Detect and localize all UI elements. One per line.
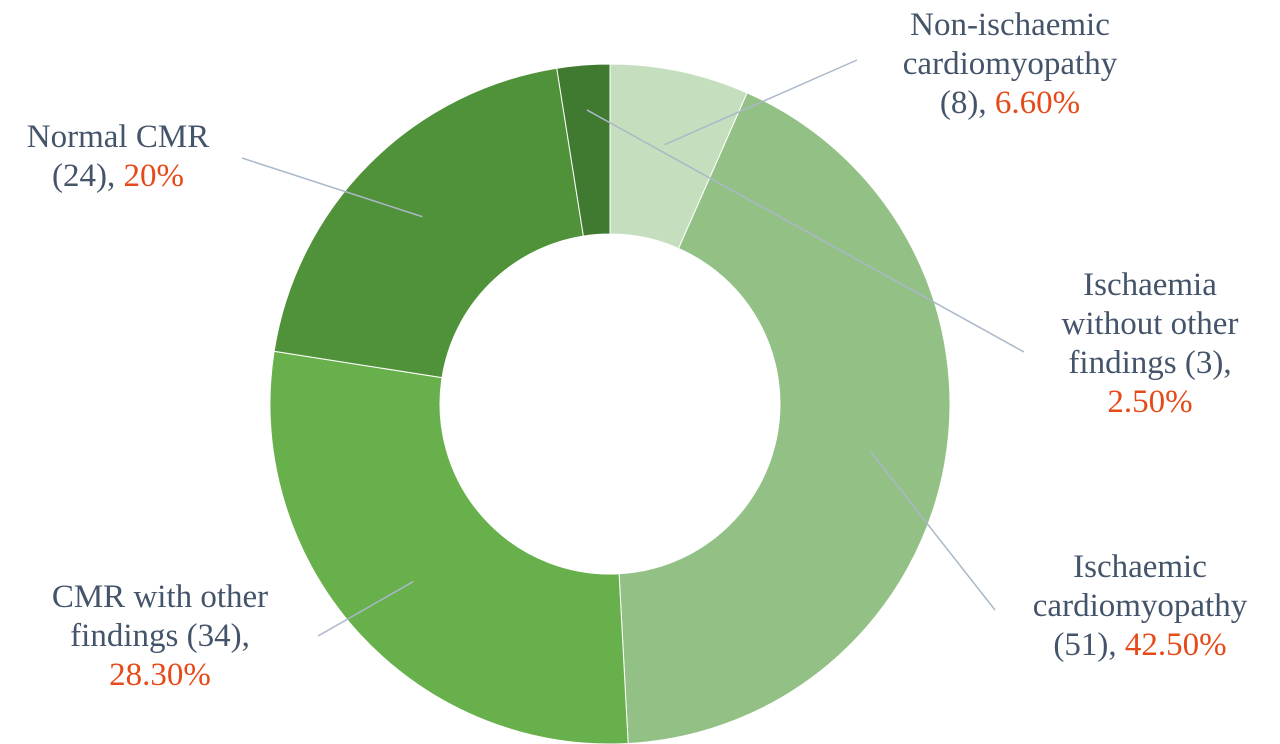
slice-cmr-with-other-findings (269, 350, 629, 744)
slice-count: (8) (939, 85, 979, 121)
leader-line (586, 109, 1025, 353)
leader-line (870, 451, 996, 611)
leader-lines (241, 59, 1025, 637)
donut-slices (269, 63, 951, 744)
label-line: CMR with other (51, 579, 269, 615)
label-line: cardiomyopathy (902, 46, 1118, 82)
label-line: Normal CMR (26, 119, 210, 155)
label-line: cardiomyopathy (1032, 588, 1248, 624)
slice-count: (34) (186, 618, 242, 654)
label-line: findings (3), (1068, 345, 1232, 381)
leader-line (317, 580, 414, 637)
label-value-line: (24), 20% (52, 158, 184, 194)
label-line: Ischaemia (1083, 267, 1217, 303)
label-value-line: 2.50% (1020, 383, 1280, 422)
label-line: Non-ischaemic (910, 7, 1110, 43)
label-cmr-with-other-findings: CMR with other findings (34), 28.30% (10, 578, 310, 695)
label-line: findings (34), (70, 618, 250, 654)
label-non-ischaemic-cardiomyopathy: Non-ischaemic cardiomyopathy (8), 6.60% (860, 6, 1160, 123)
slice-percent: 2.50% (1107, 384, 1193, 420)
leader-line (241, 157, 423, 218)
slice-count: (3) (1184, 345, 1224, 381)
slice-percent: 42.50% (1124, 627, 1227, 663)
label-value-line: (51), 42.50% (1053, 627, 1227, 663)
slice-count: (51) (1053, 627, 1109, 663)
slice-ischaemic-cardiomyopathy (618, 92, 951, 744)
slice-percent: 20% (123, 158, 184, 194)
label-line: Ischaemic (1073, 549, 1207, 585)
label-ischaemia-without-other-findings: Ischaemia without other findings (3), 2.… (1020, 266, 1280, 422)
slice-count: (24) (52, 158, 107, 194)
slice-normal-cmr (273, 67, 584, 379)
label-ischaemic-cardiomyopathy: Ischaemic cardiomyopathy (51), 42.50% (1000, 548, 1280, 665)
label-value-line: 28.30% (10, 656, 310, 695)
slice-ischaemia-without-other-findings (556, 63, 611, 237)
label-line: without other (1061, 306, 1239, 342)
slice-percent: 28.30% (109, 657, 211, 693)
label-value-line: (8), 6.60% (939, 85, 1081, 121)
slice-percent: 6.60% (994, 85, 1081, 121)
leader-line (664, 59, 858, 146)
label-normal-cmr: Normal CMR (24), 20% (0, 118, 236, 196)
